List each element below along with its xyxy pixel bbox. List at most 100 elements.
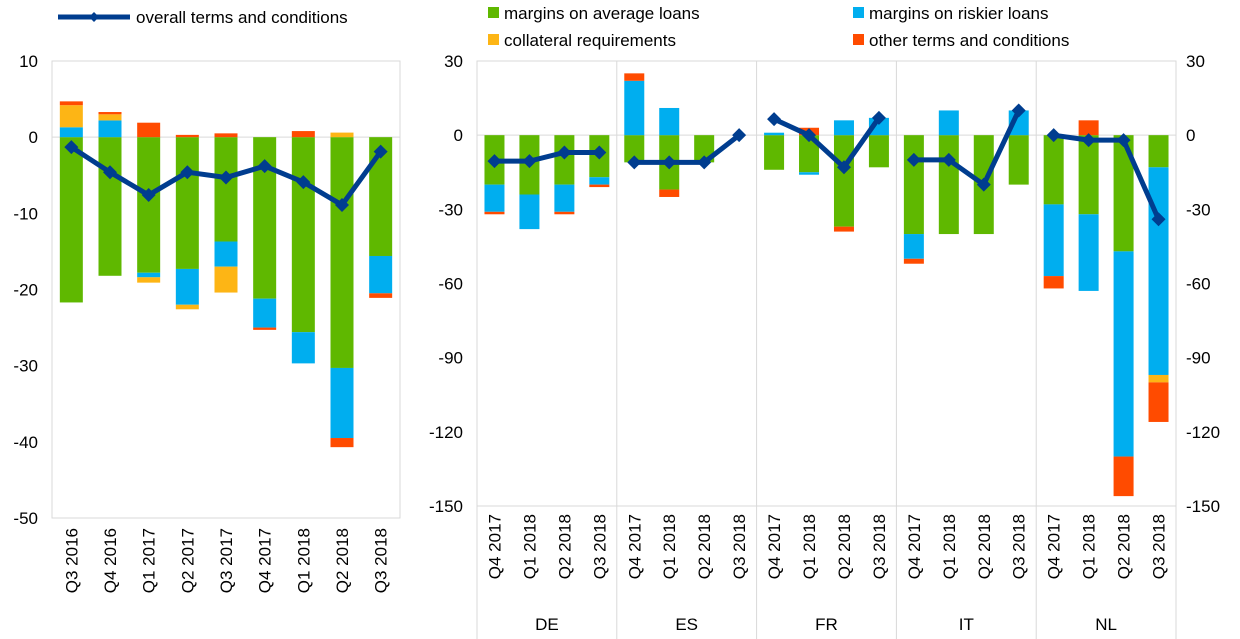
right-y-tick-label-left: -150 (429, 497, 463, 516)
right-nl-q1-2018-other-bar (1078, 120, 1099, 136)
left-overall-point-5 (257, 159, 272, 174)
left-q3-2017-margins-avg-bar (214, 137, 238, 242)
right-it-q4-2017-other-bar (903, 258, 924, 264)
left-overall-point-7 (335, 197, 349, 212)
right-it-overall-point-3 (1011, 103, 1026, 118)
right-y-tick-label-right: -150 (1186, 497, 1220, 516)
right-plot-frame (476, 60, 1177, 507)
right-it-overall-point-1 (941, 152, 956, 167)
right-x-tick-label: Q4 2017 (625, 514, 644, 579)
left-q1-2017-margins-risk-bar (137, 272, 161, 278)
left-q4-2017-margins-avg-bar (253, 137, 277, 299)
right-x-tick-label: Q4 2017 (905, 514, 924, 579)
right-nl-q4-2017-other-bar (1043, 276, 1064, 289)
right-group-label-it: IT (959, 615, 974, 634)
right-fr-q2-2018-margins-avg-bar (833, 135, 854, 227)
right-es-q4-2017-margins-risk-bar (624, 80, 645, 136)
right-fr-q1-2018-margins-risk-bar (799, 172, 820, 175)
legend: overall terms and conditions margins on a… (58, 4, 1069, 50)
left-q4-2017-other-bar (253, 327, 277, 330)
right-es-overall-line (634, 133, 741, 165)
right-de-overall-point-0 (487, 154, 502, 169)
left-q3-2016-collateral-bar (59, 105, 83, 128)
right-y-tick-label-left: -30 (438, 200, 463, 219)
right-de-q2-2018-margins-risk-bar (554, 184, 575, 212)
right-y-tick-label-left: 0 (454, 126, 463, 145)
legend-margins-avg-swatch (488, 7, 499, 18)
right-x-tick-label: Q2 2018 (1115, 514, 1134, 579)
left-q4-2016-collateral-bar (98, 114, 122, 121)
right-y-tick-label-right: 30 (1186, 52, 1205, 71)
right-nl-q4-2017-margins-avg-bar (1043, 135, 1064, 205)
right-nl-q3-2018-collateral-bar (1148, 374, 1169, 383)
right-de-q2-2018-margins-avg-bar (554, 135, 575, 185)
left-x-tick-label: Q4 2016 (101, 528, 120, 593)
right-x-tick-label: Q1 2018 (800, 514, 819, 579)
right-nl-overall-point-1 (1081, 133, 1096, 148)
left-q2-2017-collateral-bar (175, 304, 199, 310)
left-y-tick-label: -50 (13, 509, 38, 528)
right-x-tick-label: Q2 2018 (835, 514, 854, 579)
right-group-label-es: ES (675, 615, 698, 634)
right-nl-q2-2018-other-bar (1113, 456, 1134, 497)
right-es-q1-2018-other-bar (659, 189, 680, 197)
right-fr-q2-2018-margins-risk-bar (833, 120, 854, 136)
right-es-q4-2017-margins-avg-bar (624, 135, 645, 163)
right-it-q3-2018-margins-avg-bar (1008, 135, 1029, 185)
left-q2-2018-collateral-bar (330, 132, 354, 138)
left-q3-2018-other-bar (369, 293, 393, 298)
left-q4-2016-other-bar (98, 112, 122, 115)
right-de-q1-2018-margins-risk-bar (519, 194, 540, 230)
left-x-tick-label: Q4 2017 (256, 528, 275, 593)
right-y-tick-label-right: -60 (1186, 275, 1211, 294)
right-it-q4-2017-margins-risk-bar (903, 234, 924, 259)
right-es-overall-point-2 (697, 155, 712, 170)
right-de-overall-line (494, 149, 600, 164)
left-q2-2018-margins-avg-bar (330, 137, 354, 368)
legend-margins-risk-label: margins on riskier loans (869, 4, 1049, 23)
right-it-q1-2018-margins-avg-bar (938, 135, 959, 235)
right-x-tick-label: Q1 2018 (660, 514, 679, 579)
left-x-tick-label: Q2 2017 (178, 528, 197, 593)
right-x-tick-label: Q1 2018 (520, 514, 539, 579)
left-chart-euro-area: 10 0 -10 -20 -30 -40 -50 Q3 2016 Q4 2016 Q1 2017 Q… (13, 52, 401, 593)
right-x-tick-label: Q4 2017 (485, 514, 504, 579)
right-x-tick-label: Q3 2018 (1010, 514, 1029, 579)
legend-overall-marker (89, 12, 99, 22)
left-q2-2018-other-bar (330, 438, 354, 448)
legend-margins-risk-swatch (853, 7, 864, 18)
right-fr-overall-point-2 (836, 160, 851, 175)
left-y-tick-label: -40 (13, 433, 38, 452)
left-q3-2018-margins-risk-bar (369, 255, 393, 294)
right-fr-q4-2017-margins-risk-bar (764, 132, 785, 136)
legend-other-label: other terms and conditions (869, 31, 1069, 50)
left-y-tick-label: -30 (13, 357, 38, 376)
left-q1-2017-collateral-bar (137, 277, 161, 283)
right-nl-overall-point-0 (1046, 128, 1061, 143)
legend-other-swatch (853, 34, 864, 45)
left-q4-2017-margins-risk-bar (253, 298, 277, 328)
left-x-tick-label: Q2 2018 (333, 528, 352, 593)
right-it-q1-2018-margins-risk-bar (938, 110, 959, 136)
right-es-overall-point-1 (662, 155, 677, 170)
right-x-tick-label: Q1 2018 (1080, 514, 1099, 579)
right-group-label-de: DE (535, 615, 559, 634)
right-nl-q2-2018-margins-avg-bar (1113, 135, 1134, 252)
left-x-tick-label: Q1 2018 (294, 528, 313, 593)
legend-margins-avg-label: margins on average loans (504, 4, 700, 23)
right-y-tick-label-right: -120 (1186, 423, 1220, 442)
right-it-overall-line (913, 109, 1021, 188)
right-es-overall-point-0 (627, 155, 642, 170)
right-fr-q3-2018-margins-avg-bar (868, 135, 889, 168)
right-x-tick-label: Q3 2018 (730, 514, 749, 579)
left-overall-point-1 (103, 165, 117, 180)
left-q3-2017-other-bar (214, 133, 238, 138)
right-y-tick-label-left: -60 (438, 275, 463, 294)
right-fr-overall-point-1 (802, 128, 817, 143)
right-x-tick-label: Q3 2018 (870, 514, 889, 579)
left-overall-point-0 (64, 140, 79, 155)
right-de-q4-2017-other-bar (484, 211, 505, 215)
left-q3-2016-margins-avg-bar (59, 137, 83, 303)
right-group-label-fr: FR (815, 615, 838, 634)
